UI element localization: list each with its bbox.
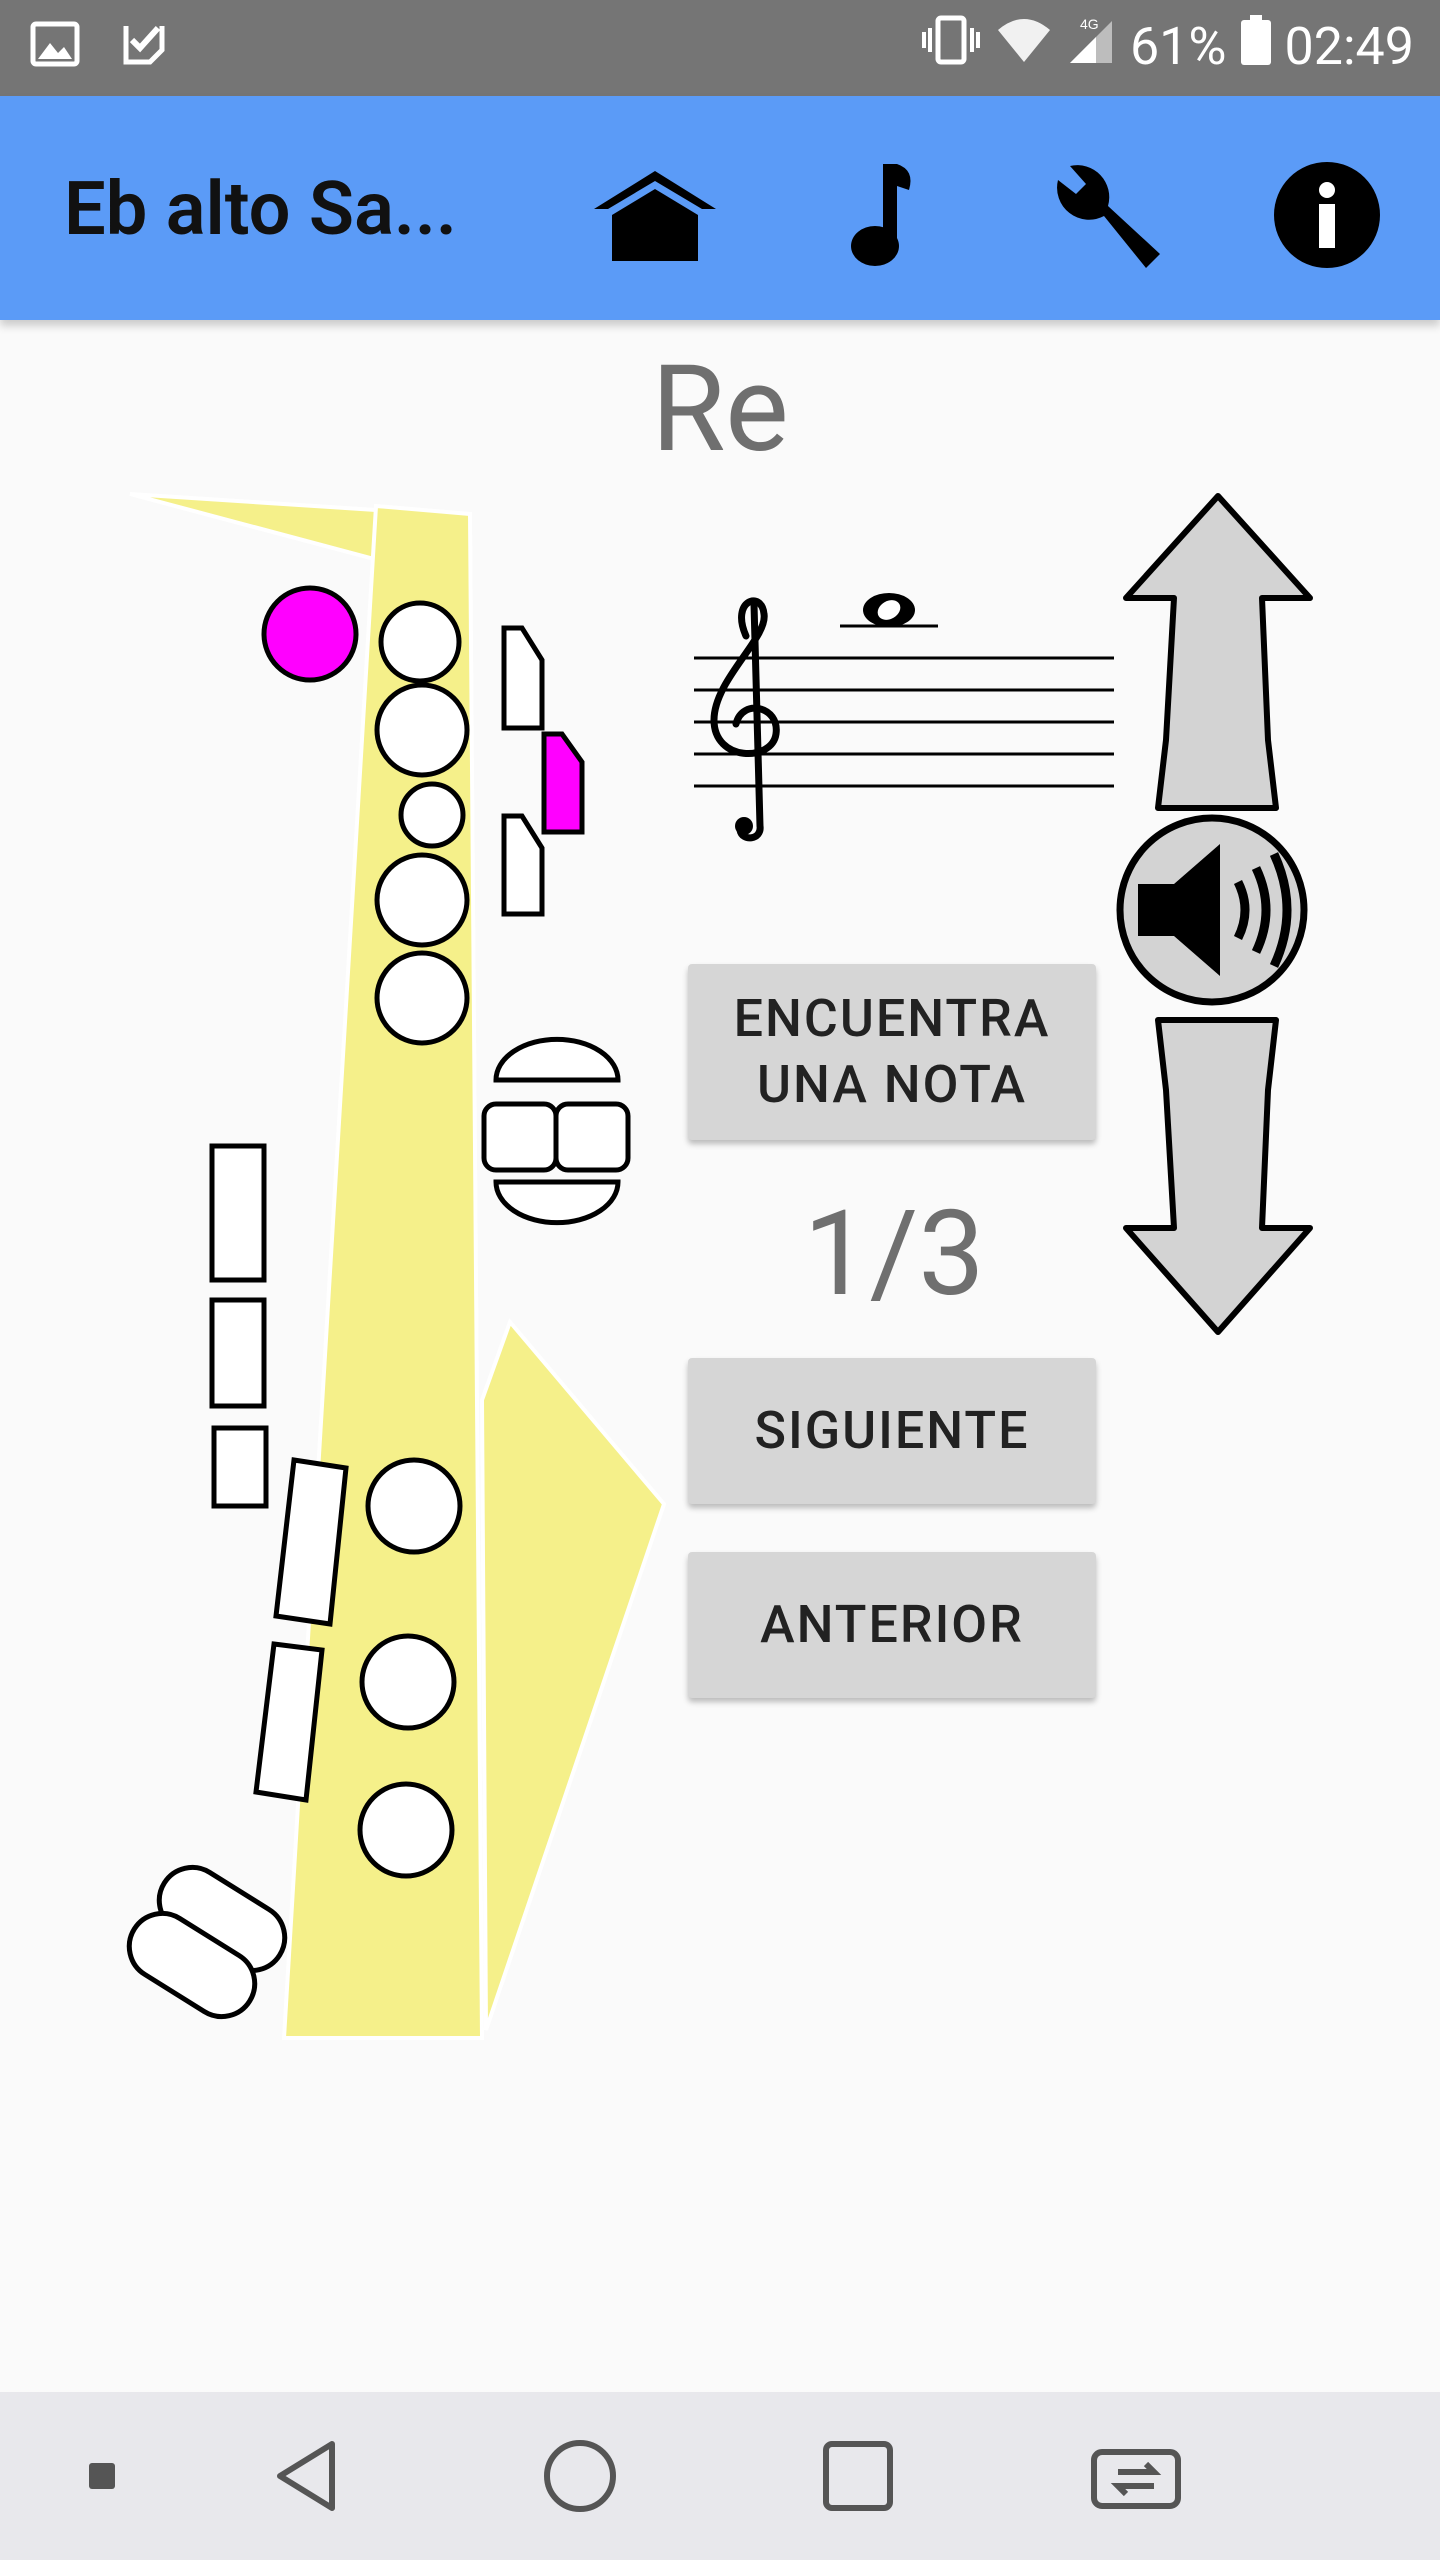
nav-dot-button[interactable] [52,2426,152,2526]
switch-app-icon [1091,2449,1181,2509]
home-circle-icon [544,2440,616,2512]
side-key-a[interactable] [209,1143,267,1283]
side-key-c[interactable] [211,1425,269,1509]
side-key-e[interactable] [253,1641,325,1803]
info-button[interactable] [1262,150,1392,280]
music-note-icon [851,164,911,266]
arrow-up-icon [1123,493,1313,811]
nav-switch-button[interactable] [1086,2426,1186,2526]
nav-recents-button[interactable] [808,2426,908,2526]
clock: 02:49 [1284,16,1415,77]
play-sound-button[interactable] [1112,812,1312,1008]
battery-icon [1240,15,1271,78]
palm-key-middle-pressed[interactable] [541,731,585,835]
side-key-b[interactable] [209,1297,267,1409]
previous-button[interactable]: ANTERIOR [688,1552,1096,1698]
next-button[interactable]: SIGUIENTE [688,1358,1096,1504]
side-keys[interactable] [481,1036,631,1226]
palm-key-lower[interactable] [501,813,545,917]
recents-icon [823,2441,893,2511]
square-dot-icon [89,2463,115,2489]
key-bis[interactable] [398,781,466,849]
treble-clef [710,597,780,842]
battery-percent: 61% [1129,16,1227,77]
find-note-label-line1: ENCUENTRA [733,988,1051,1049]
key-3[interactable] [374,852,470,948]
key-5[interactable] [365,1457,463,1555]
key-1[interactable] [378,600,462,684]
key-7[interactable] [357,1781,455,1879]
settings-wrench-button[interactable] [1038,150,1168,280]
key-6[interactable] [359,1633,457,1731]
app-bar: Eb alto Sa... [0,96,1440,320]
music-note-button[interactable] [814,150,944,280]
pitch-up-button[interactable] [1110,490,1320,820]
speaker-icon [1138,844,1292,976]
wifi-icon [996,16,1052,77]
saxophone-fingering-chart [117,492,667,2040]
note-counter: 1/3 [803,1185,985,1323]
pitch-down-button[interactable] [1110,1010,1320,1340]
wrench-icon [1057,165,1160,268]
find-note-label-line2: UNA NOTA [756,1054,1028,1115]
low-key-lower[interactable] [117,1901,267,2029]
arrow-down-icon [1123,1017,1313,1335]
back-icon [277,2441,335,2511]
navigation-bar [0,2392,1440,2560]
note-name: Re [651,340,789,480]
task-notification-icon [120,20,168,72]
find-note-button[interactable]: ENCUENTRA UNA NOTA [688,964,1096,1140]
key-4[interactable] [374,950,470,1046]
home-icon [594,171,716,261]
whole-note [863,593,915,627]
nav-back-button[interactable] [256,2426,356,2526]
status-bar: 4G 61% 02:49 [0,0,1440,96]
network-type-label: 4G [1080,16,1099,32]
saxophone-bell [479,1318,667,2031]
side-key-d[interactable] [273,1457,349,1627]
home-button[interactable] [590,150,720,280]
saxophone-neck [129,492,381,563]
palm-key-upper[interactable] [501,625,545,731]
instrument-title[interactable]: Eb alto Sa... [64,166,457,253]
signal-icon: 4G [1066,15,1116,78]
image-notification-icon [30,21,80,71]
nav-home-button[interactable] [530,2426,630,2526]
music-staff [694,593,1114,842]
octave-key-pressed[interactable] [261,585,359,683]
key-2[interactable] [374,682,470,778]
info-icon [1274,162,1380,268]
vibrate-icon [920,14,982,79]
